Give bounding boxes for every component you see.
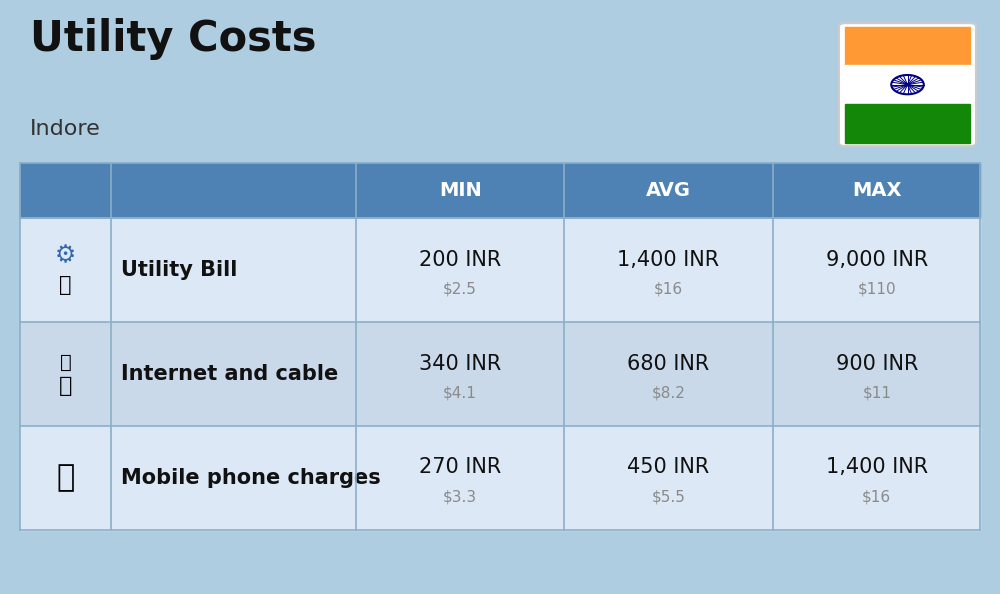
Text: Mobile phone charges: Mobile phone charges — [121, 468, 381, 488]
Text: Internet and cable: Internet and cable — [121, 364, 338, 384]
Text: 9,000 INR: 9,000 INR — [826, 249, 928, 270]
Text: MIN: MIN — [439, 181, 482, 200]
Text: Utility Bill: Utility Bill — [121, 260, 238, 280]
Circle shape — [906, 84, 909, 86]
Text: 340 INR: 340 INR — [419, 353, 501, 374]
Text: Indore: Indore — [30, 119, 101, 139]
Text: 900 INR: 900 INR — [836, 353, 918, 374]
Text: ⚙: ⚙ — [55, 243, 76, 267]
Text: $16: $16 — [654, 281, 683, 296]
Text: MAX: MAX — [852, 181, 902, 200]
Text: 1,400 INR: 1,400 INR — [826, 457, 928, 478]
Text: 🔌: 🔌 — [59, 275, 72, 295]
Text: 📱: 📱 — [56, 463, 75, 492]
Text: $11: $11 — [862, 385, 891, 400]
Text: 450 INR: 450 INR — [627, 457, 710, 478]
Text: $3.3: $3.3 — [443, 489, 477, 504]
Bar — [845, 27, 970, 65]
Text: 📶: 📶 — [60, 353, 71, 371]
FancyBboxPatch shape — [839, 23, 976, 146]
Text: AVG: AVG — [646, 181, 691, 200]
Text: 1,400 INR: 1,400 INR — [617, 249, 720, 270]
Bar — [20, 163, 980, 218]
Text: 680 INR: 680 INR — [627, 353, 710, 374]
Text: $110: $110 — [857, 281, 896, 296]
Text: 270 INR: 270 INR — [419, 457, 501, 478]
Text: 200 INR: 200 INR — [419, 249, 501, 270]
Text: $16: $16 — [862, 489, 891, 504]
Text: $4.1: $4.1 — [443, 385, 477, 400]
Text: Utility Costs: Utility Costs — [30, 18, 316, 60]
Bar — [845, 65, 970, 104]
Text: $2.5: $2.5 — [443, 281, 477, 296]
Bar — [845, 104, 970, 143]
Text: $5.5: $5.5 — [652, 489, 685, 504]
Text: 🖨: 🖨 — [59, 376, 72, 396]
Text: $8.2: $8.2 — [652, 385, 685, 400]
